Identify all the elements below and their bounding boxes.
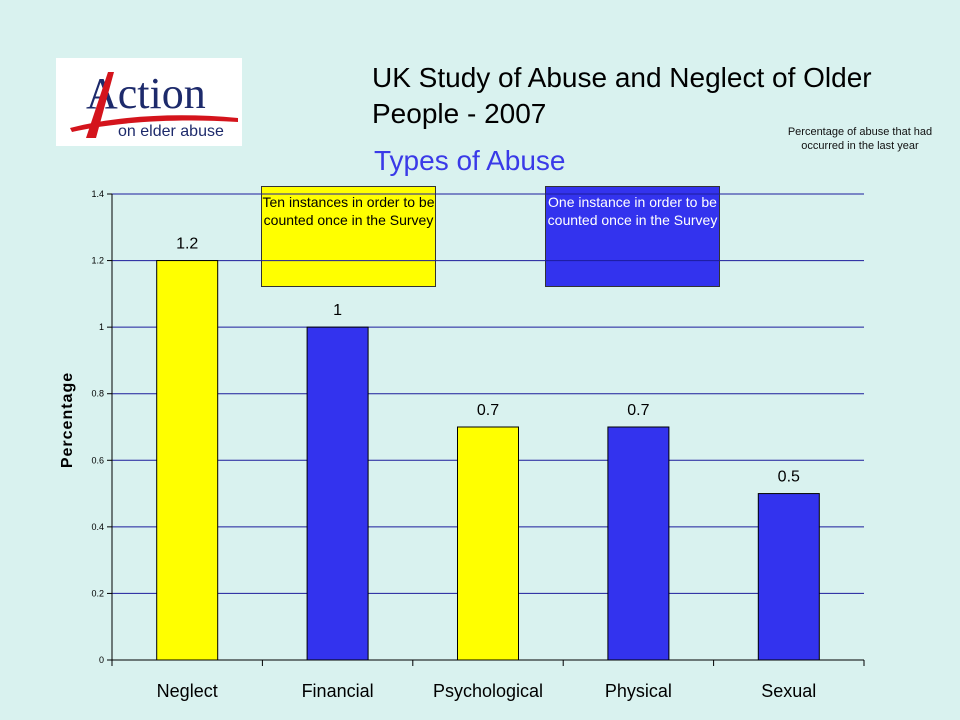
data-label: 1: [333, 302, 342, 319]
x-tick-label: Financial: [302, 681, 374, 701]
logo-tagline: on elder abuse: [118, 123, 224, 140]
bar-neglect: [156, 260, 219, 661]
bar-sexual: [757, 493, 820, 661]
chart-subtitle: Types of Abuse: [374, 145, 566, 176]
y-tick-label: 0.2: [91, 588, 104, 598]
action-logo-graphic: Action on elder abuse: [70, 69, 238, 140]
y-tick-label: 0.6: [91, 455, 104, 465]
page-title: UK Study of Abuse and Neglect of Older P…: [372, 62, 872, 129]
chart-note: Percentage of abuse that had occurred in…: [787, 126, 933, 152]
bar-psychological: [457, 426, 519, 661]
bar-physical: [607, 426, 670, 661]
y-tick-label: 1: [99, 322, 104, 332]
callout-ten-instances: Ten instances in order to be counted onc…: [261, 186, 436, 287]
data-label: 1.2: [176, 236, 198, 253]
x-tick-label: Neglect: [157, 681, 218, 701]
x-tick-label: Sexual: [761, 681, 816, 701]
data-label: 0.7: [477, 402, 499, 419]
bar-financial: [306, 326, 369, 661]
y-tick-label: 0: [99, 655, 104, 665]
y-tick-label: 0.4: [91, 522, 104, 532]
x-tick-label: Physical: [605, 681, 672, 701]
y-tick-label: 1.4: [91, 189, 104, 199]
logo-swoosh: [70, 115, 238, 132]
logo-slash: [86, 72, 114, 138]
y-tick-label: 1.2: [91, 256, 104, 266]
data-label: 0.5: [778, 469, 800, 486]
x-tick-label: Psychological: [433, 681, 543, 701]
action-logo: Action on elder abuse: [56, 58, 242, 146]
y-tick-label: 0.8: [91, 389, 104, 399]
data-label: 0.7: [627, 402, 649, 419]
callout-one-instance: One instance in order to be counted once…: [545, 186, 720, 287]
